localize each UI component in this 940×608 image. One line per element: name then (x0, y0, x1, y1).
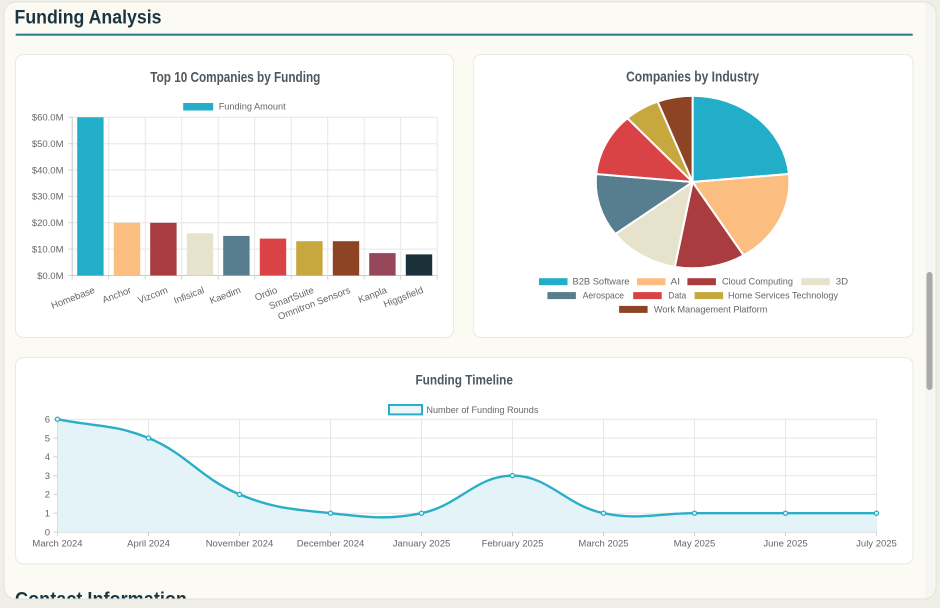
svg-text:Funding Amount: Funding Amount (219, 102, 286, 113)
svg-text:AI: AI (671, 277, 681, 288)
svg-text:2: 2 (45, 490, 50, 501)
svg-text:March 2025: March 2025 (578, 539, 628, 550)
svg-text:4: 4 (45, 452, 50, 463)
svg-text:$30.0M: $30.0M (32, 192, 64, 203)
svg-text:$10.0M: $10.0M (32, 244, 64, 255)
svg-text:April 2024: April 2024 (127, 539, 170, 550)
svg-text:November 2024: November 2024 (206, 539, 274, 550)
svg-text:$0.0M: $0.0M (37, 271, 63, 282)
svg-text:3: 3 (45, 471, 50, 482)
svg-text:Funding Analysis: Funding Analysis (15, 8, 162, 29)
svg-text:B2B Software: B2B Software (573, 277, 630, 288)
svg-text:Companies by Industry: Companies by Industry (626, 69, 760, 86)
svg-text:March 2024: March 2024 (32, 539, 82, 550)
svg-text:1: 1 (45, 509, 50, 520)
svg-text:$60.0M: $60.0M (32, 113, 64, 124)
svg-text:0: 0 (45, 527, 50, 538)
svg-text:December 2024: December 2024 (297, 539, 365, 550)
svg-text:January 2025: January 2025 (393, 539, 451, 550)
svg-text:5: 5 (45, 433, 50, 444)
svg-text:Aerospace: Aerospace (583, 291, 624, 302)
svg-text:July 2025: July 2025 (856, 539, 897, 550)
svg-text:May 2025: May 2025 (674, 539, 716, 550)
svg-text:$50.0M: $50.0M (32, 139, 64, 150)
svg-text:Top 10 Companies by Funding: Top 10 Companies by Funding (150, 69, 320, 86)
svg-text:6: 6 (45, 415, 50, 426)
svg-text:Number of Funding Rounds: Number of Funding Rounds (426, 405, 538, 416)
svg-text:$40.0M: $40.0M (32, 165, 64, 176)
svg-text:$20.0M: $20.0M (32, 218, 64, 229)
svg-text:3D: 3D (836, 277, 849, 288)
svg-text:Funding Timeline: Funding Timeline (415, 372, 513, 388)
svg-text:Home Services Technology: Home Services Technology (728, 291, 838, 302)
svg-text:February 2025: February 2025 (482, 539, 544, 550)
svg-text:Contact Information: Contact Information (15, 590, 187, 604)
svg-text:June 2025: June 2025 (763, 539, 807, 550)
svg-text:Cloud Computing: Cloud Computing (722, 277, 793, 288)
svg-text:Work Management Platform: Work Management Platform (654, 304, 767, 315)
svg-text:Data: Data (668, 291, 687, 302)
